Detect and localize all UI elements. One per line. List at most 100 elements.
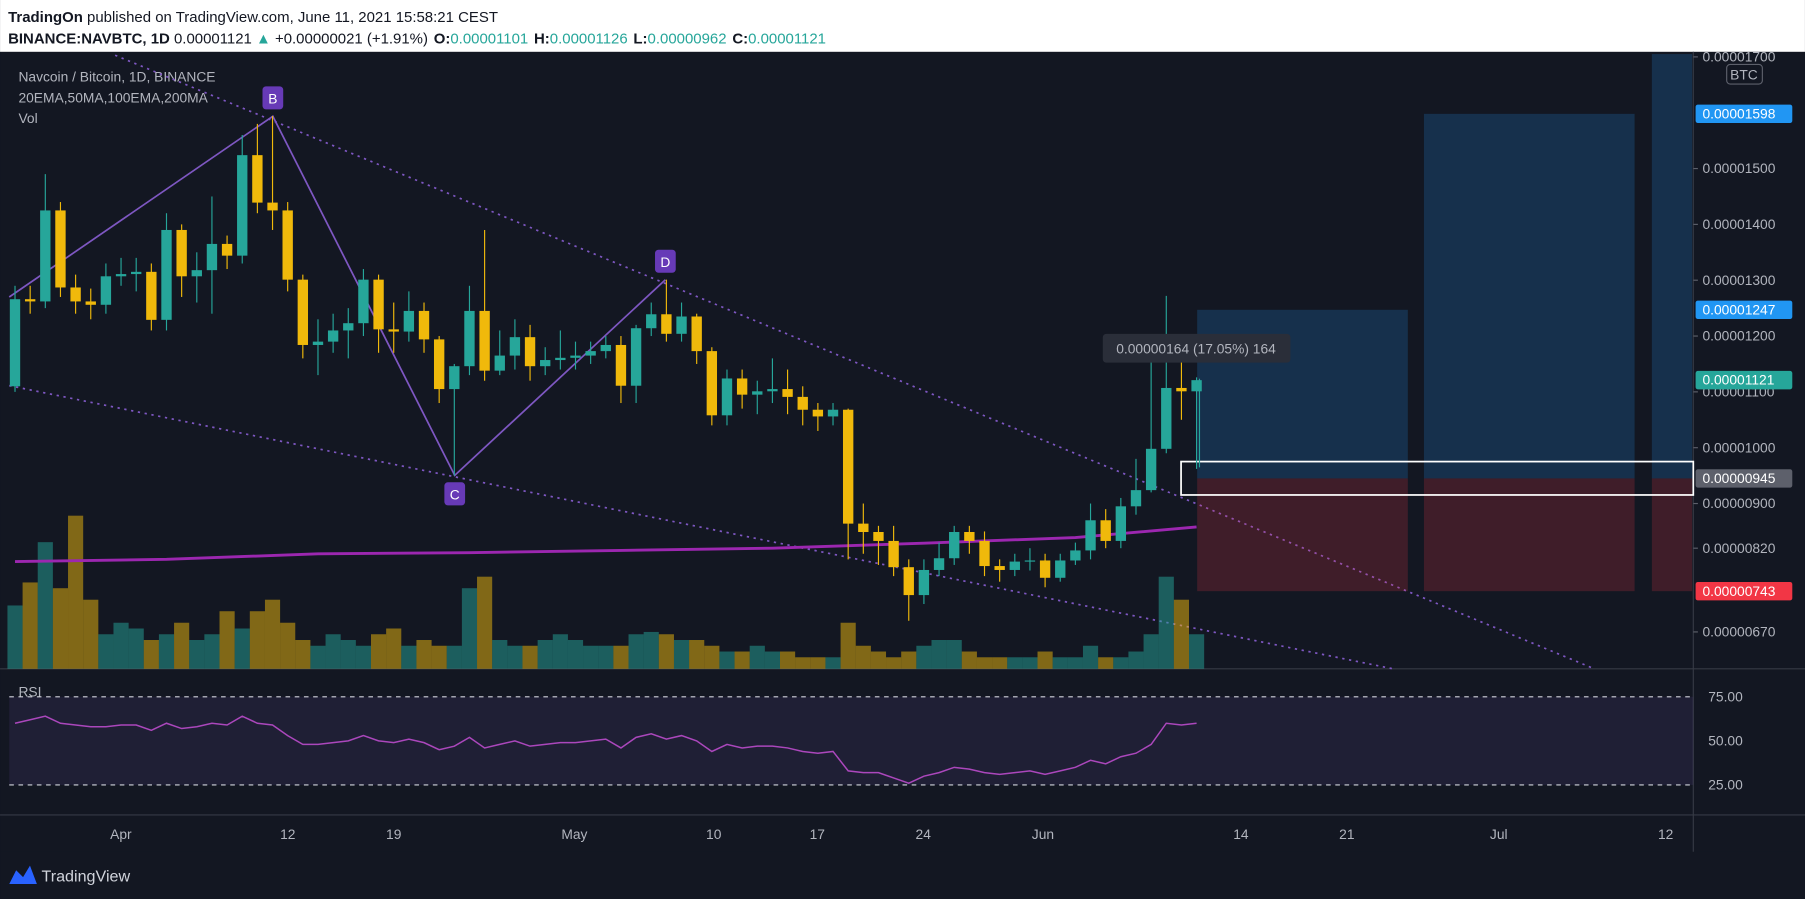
candle-body bbox=[858, 523, 869, 533]
candle-body bbox=[873, 532, 884, 541]
measure-label: 0.00000164 (17.05%) 164 bbox=[1116, 340, 1276, 356]
volume-bar bbox=[1128, 651, 1144, 669]
x-tick-label: Apr bbox=[110, 826, 132, 842]
candle-body bbox=[646, 314, 657, 329]
x-tick-label: 12 bbox=[1658, 826, 1673, 842]
volume-bar bbox=[446, 645, 462, 669]
volume-bar bbox=[855, 645, 871, 669]
pattern-badge bbox=[262, 86, 284, 110]
candle-body bbox=[494, 355, 505, 371]
candle-body bbox=[1161, 387, 1172, 449]
candle-body bbox=[464, 310, 475, 367]
candle-body bbox=[1191, 380, 1202, 392]
candle-body bbox=[615, 344, 627, 386]
x-tick-label: May bbox=[561, 826, 587, 842]
candle-body bbox=[524, 337, 536, 367]
candle-body bbox=[903, 567, 914, 596]
candle-body bbox=[237, 155, 248, 256]
price-label: 0.00000945 bbox=[1703, 470, 1776, 486]
candle-body bbox=[827, 409, 839, 417]
candle-body bbox=[24, 299, 36, 302]
volume-bar bbox=[507, 645, 523, 669]
volume-bar bbox=[128, 628, 144, 669]
volume-bar bbox=[795, 657, 811, 669]
volume-bar bbox=[83, 599, 99, 669]
candle-body bbox=[433, 339, 445, 390]
y-tick-label: 0.00001500 bbox=[1703, 160, 1776, 176]
candle-body bbox=[540, 360, 551, 367]
x-tick-label: 24 bbox=[916, 826, 932, 842]
rsi-tick-label: 25.00 bbox=[1708, 777, 1743, 793]
volume-bar bbox=[810, 657, 826, 669]
volume-bar bbox=[916, 645, 932, 669]
lower-trendline bbox=[9, 384, 1394, 670]
candle-body bbox=[752, 391, 763, 395]
candle-body bbox=[1070, 550, 1081, 561]
candle-body bbox=[509, 337, 521, 356]
candle-body bbox=[600, 344, 611, 352]
candle-body bbox=[736, 378, 748, 395]
volume-bar bbox=[1189, 634, 1205, 669]
volume-bar bbox=[840, 622, 856, 669]
candle-body bbox=[1100, 520, 1111, 541]
volume-bar bbox=[946, 640, 962, 669]
volume-bar bbox=[461, 588, 478, 669]
volume-bar bbox=[7, 605, 23, 669]
candle-body bbox=[191, 270, 202, 277]
candle-body bbox=[282, 210, 293, 280]
candle-body bbox=[403, 310, 415, 332]
rsi-legend: RSI bbox=[18, 683, 41, 699]
candle-body bbox=[176, 229, 187, 277]
volume-bar bbox=[143, 640, 159, 669]
pattern-label: D bbox=[660, 254, 670, 270]
pattern-label: C bbox=[450, 487, 460, 503]
candle-body bbox=[115, 274, 127, 277]
candle-body bbox=[812, 409, 824, 417]
volume-bar bbox=[764, 651, 781, 669]
x-tick-label: 14 bbox=[1233, 826, 1249, 842]
candle-body bbox=[676, 316, 687, 334]
volume-bar bbox=[719, 651, 735, 669]
price-label-box bbox=[1695, 469, 1793, 488]
x-tick-label: 12 bbox=[280, 826, 295, 842]
volume-bar bbox=[1098, 657, 1114, 669]
candle-body bbox=[267, 202, 278, 211]
volume-bar bbox=[976, 657, 993, 669]
volume-bar bbox=[113, 622, 129, 669]
volume-bar bbox=[370, 634, 387, 669]
volume-bar bbox=[567, 640, 584, 669]
candle-body bbox=[373, 279, 384, 330]
volume-bar bbox=[431, 645, 447, 669]
symbol: BINANCE:NAVBTC, 1D bbox=[8, 31, 170, 48]
volume-bar bbox=[961, 651, 977, 669]
volume-bar bbox=[583, 645, 599, 669]
volume-bar bbox=[522, 645, 538, 669]
candle-body bbox=[312, 341, 324, 345]
volume-bar bbox=[1037, 651, 1053, 669]
volume-legend: Vol bbox=[18, 110, 37, 126]
candle-body bbox=[1024, 560, 1036, 562]
candle-body bbox=[797, 396, 808, 410]
volume-bar bbox=[749, 645, 765, 669]
volume-bar bbox=[1052, 657, 1068, 669]
volume-bar bbox=[416, 640, 432, 669]
volume-bar bbox=[704, 645, 720, 669]
candle-body bbox=[933, 558, 945, 570]
pattern-badge bbox=[444, 482, 466, 506]
volume-bar bbox=[386, 628, 402, 669]
candle-body bbox=[979, 540, 990, 567]
x-tick-label: 21 bbox=[1339, 826, 1354, 842]
candle-body bbox=[1039, 560, 1051, 578]
ma-line bbox=[14, 525, 1197, 564]
volume-bar bbox=[234, 628, 250, 669]
target-zone bbox=[1651, 54, 1693, 479]
volume-bar bbox=[825, 657, 841, 669]
price-label-box bbox=[1695, 104, 1793, 124]
volume-bar bbox=[658, 634, 674, 669]
ohlc-label: L: bbox=[633, 31, 647, 48]
y-tick-label: 0.00001000 bbox=[1703, 439, 1776, 455]
volume-bar bbox=[295, 640, 311, 669]
volume-bar bbox=[628, 634, 644, 669]
volume-bar bbox=[37, 542, 53, 669]
